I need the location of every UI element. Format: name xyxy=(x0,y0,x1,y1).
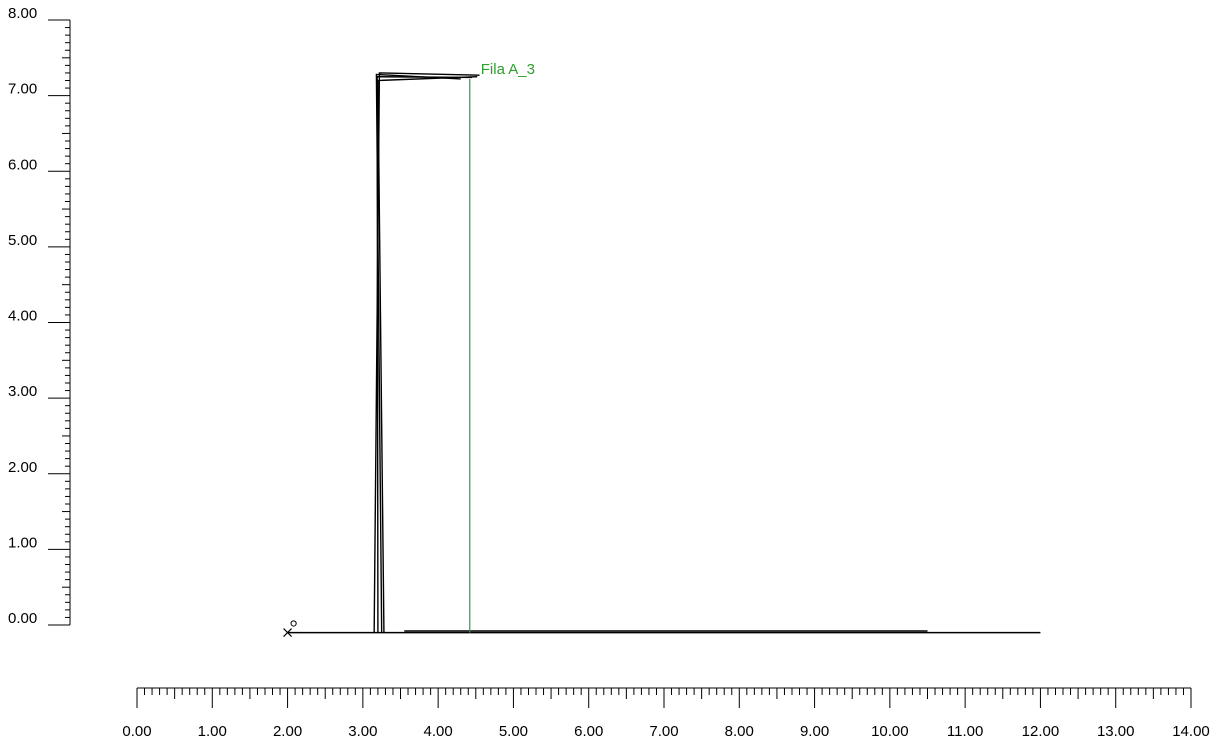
x-tick-label: 10.00 xyxy=(871,723,909,740)
x-tick-label: 11.00 xyxy=(947,723,983,740)
y-tick-label: 0.00 xyxy=(8,610,37,627)
x-tick-label: 4.00 xyxy=(424,723,453,740)
series-layer xyxy=(283,72,1041,637)
x-tick-label: 5.00 xyxy=(499,723,528,740)
x-tick-label: 13.00 xyxy=(1097,723,1135,740)
x-tick-label: 9.00 xyxy=(800,723,829,740)
series-line-2 xyxy=(376,76,473,633)
x-tick-label: 3.00 xyxy=(348,723,377,740)
y-tick-label: 4.00 xyxy=(8,308,37,325)
x-tick-label: 7.00 xyxy=(649,723,678,740)
series-line-3 xyxy=(375,73,461,633)
y-tick-label: 7.00 xyxy=(8,81,37,98)
y-tick-label: 3.00 xyxy=(8,383,37,400)
x-tick-label: 2.00 xyxy=(273,723,302,740)
y-tick-label: 1.00 xyxy=(8,534,37,551)
origin-circle-marker xyxy=(290,620,297,627)
y-tick-label: 5.00 xyxy=(8,232,37,249)
x-tick-label: 12.00 xyxy=(1022,723,1060,740)
start-cross-marker xyxy=(283,628,292,637)
series-line-4 xyxy=(377,76,478,633)
y-tick-label: 8.00 xyxy=(8,5,37,22)
y-axis: 0.00 1.00 2.00 3.00 4.00 5.00 6.00 7.00 8.00 xyxy=(8,5,71,627)
marker-label: Fila A_3 xyxy=(481,61,535,78)
x-axis: 0.00 1.00 2.00 3.00 4.00 5.00 6.00 7.00 8.00 9.00… xyxy=(122,687,1210,740)
series-line-1 xyxy=(373,72,480,633)
x-tick-label: 0.00 xyxy=(122,723,151,740)
y-tick-label: 6.00 xyxy=(8,156,37,173)
y-tick-label: 2.00 xyxy=(8,459,37,476)
x-tick-label: 6.00 xyxy=(574,723,603,740)
marker-layer: Fila A_3 xyxy=(469,61,535,633)
x-tick-label: 1.00 xyxy=(198,723,227,740)
x-tick-label: 8.00 xyxy=(725,723,754,740)
x-tick-label: 14.00 xyxy=(1172,723,1210,740)
